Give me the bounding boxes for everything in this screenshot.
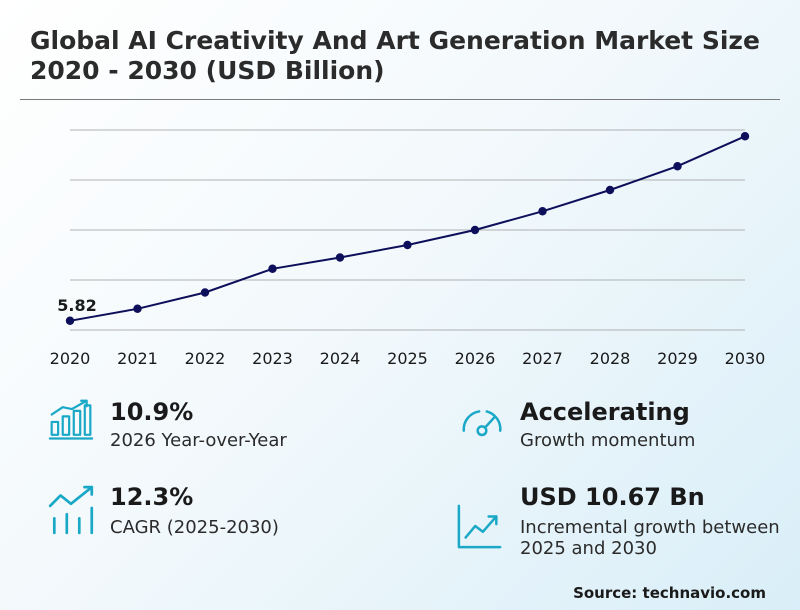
x-tick-label: 2024 (320, 349, 361, 368)
data-point (673, 162, 682, 171)
data-point (335, 253, 345, 262)
data-label: 5.82 (57, 296, 96, 315)
stat-value: 12.3% (110, 483, 194, 511)
x-tick-label: 2030 (725, 349, 766, 368)
data-point (470, 225, 480, 235)
source-note: Source: technavio.com (573, 584, 766, 602)
x-tick-label: 2029 (657, 349, 698, 368)
title-divider (20, 99, 780, 100)
data-points (65, 132, 750, 325)
stat-label: CAGR (2025-2030) (110, 517, 279, 538)
data-point (740, 132, 750, 141)
bar-chart-growth-icon (48, 399, 94, 440)
stat-label: Growth momentum (520, 430, 696, 451)
chart-title: Global AI Creativity And Art Generation … (30, 26, 760, 85)
x-tick-label: 2028 (590, 349, 631, 368)
stat-value: Accelerating (520, 398, 690, 426)
data-labels: 5.82 (57, 296, 96, 315)
x-tick-label: 2025 (387, 349, 428, 368)
stat-label: Incremental growth between 2025 and 2030 (520, 517, 780, 559)
stat-value: USD 10.67 Bn (520, 483, 705, 511)
data-point (403, 240, 412, 250)
stat-value: 10.9% (110, 398, 194, 426)
grid-lines (70, 129, 745, 331)
data-point (538, 207, 547, 216)
series-line (69, 135, 746, 322)
stat-label: 2026 Year-over-Year (110, 430, 287, 451)
data-point (133, 304, 142, 313)
line-chart: 2020 2021 2022 2023 2024 2025 2026 2027 2028 2029… (50, 129, 766, 368)
speedometer-icon (462, 410, 502, 437)
x-tick-label: 2022 (185, 349, 226, 368)
x-tick-label: 2021 (117, 349, 158, 368)
data-point (605, 185, 615, 195)
data-point (200, 288, 210, 297)
x-tick-label: 2020 (50, 349, 91, 368)
x-tick-label: 2026 (455, 349, 496, 368)
x-tick-label: 2023 (252, 349, 293, 368)
data-point (268, 264, 277, 273)
data-point (65, 316, 75, 325)
x-tick-label: 2027 (522, 349, 563, 368)
trend-bars-icon (48, 485, 94, 535)
line-chart-up-icon (457, 504, 502, 549)
x-tick-labels: 2020 2021 2022 2023 2024 2025 2026 2027 2028 2029… (50, 349, 766, 368)
